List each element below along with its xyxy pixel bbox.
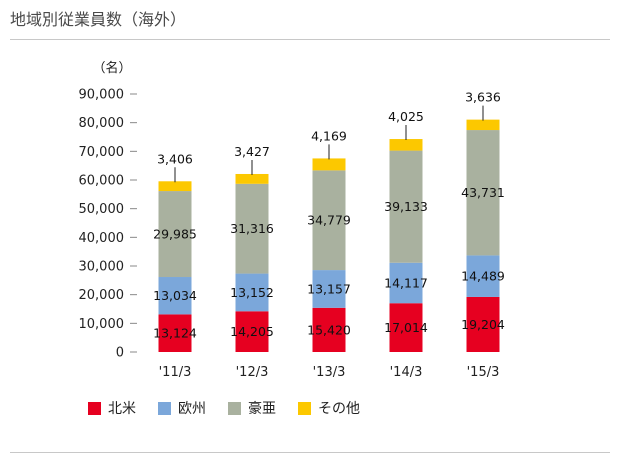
bar-segment [312, 158, 346, 171]
data-label: 39,133 [384, 199, 428, 214]
data-label: 3,427 [234, 144, 270, 159]
y-tick-label: 20,000 [79, 288, 125, 303]
data-label: 4,169 [311, 128, 347, 143]
y-tick-label: 50,000 [79, 202, 125, 217]
bar-segment [158, 277, 192, 315]
legend-item-asia-pacific: 豪亜 [228, 398, 276, 418]
y-tick-label: 10,000 [79, 317, 125, 332]
bar-segment [389, 303, 423, 352]
footer-divider [10, 452, 610, 453]
legend-label-north-america: 北米 [108, 401, 136, 417]
data-label: 13,157 [307, 281, 351, 296]
bar-segment [158, 314, 192, 352]
bar-segment [235, 183, 269, 274]
data-label: 13,124 [153, 326, 197, 341]
legend-swatch-asia-pacific [228, 401, 241, 415]
title-divider [10, 39, 610, 40]
y-tick-label: 80,000 [79, 116, 125, 131]
x-category-label: '13/3 [313, 365, 346, 380]
legend-item-north-america: 北米 [88, 398, 136, 418]
y-tick-label: 0 [116, 346, 124, 361]
data-label: 3,406 [157, 151, 193, 166]
legend-label-asia-pacific: 豪亜 [248, 401, 276, 417]
data-label: 43,731 [461, 185, 505, 200]
y-tick-label: 30,000 [79, 260, 125, 275]
data-label: 31,316 [230, 221, 274, 236]
data-label: 14,489 [461, 269, 505, 284]
legend-item-europe: 欧州 [158, 398, 206, 418]
page-title: 地域別従業員数（海外） [10, 10, 187, 29]
x-category-label: '12/3 [236, 365, 269, 380]
data-label: 34,779 [307, 213, 351, 228]
bar-segment [312, 270, 346, 308]
bar-segment [466, 130, 500, 256]
data-label: 17,014 [384, 320, 428, 335]
legend-swatch-north-america [88, 401, 101, 415]
x-category-label: '11/3 [159, 365, 192, 380]
data-label: 4,025 [388, 109, 424, 124]
legend-label-other: その他 [318, 401, 360, 417]
data-label: 29,985 [153, 227, 197, 242]
y-tick-label: 40,000 [79, 231, 125, 246]
data-label: 13,152 [230, 285, 274, 300]
x-category-label: '14/3 [390, 365, 423, 380]
bar-segment [158, 191, 192, 278]
data-label: 3,636 [465, 90, 501, 105]
bar-segment [312, 170, 346, 271]
bar-segment [235, 311, 269, 352]
data-label: 14,205 [230, 324, 274, 339]
y-tick-label: 60,000 [79, 174, 125, 189]
bar-segment [389, 262, 423, 304]
data-label: 13,034 [153, 288, 197, 303]
data-label: 14,117 [384, 275, 428, 290]
bar-segment [389, 150, 423, 263]
bar-segment [235, 273, 269, 312]
bar-segment [466, 119, 500, 131]
bar-segment [158, 181, 192, 192]
data-label: 19,204 [461, 317, 505, 332]
legend-label-europe: 欧州 [178, 401, 206, 417]
legend-swatch-other [298, 401, 311, 415]
x-category-label: '15/3 [467, 365, 500, 380]
y-axis-unit-label: （名） [92, 60, 131, 76]
legend-item-other: その他 [298, 398, 360, 418]
bar-segment [466, 255, 500, 297]
bar-segment [235, 173, 269, 184]
data-label: 15,420 [307, 322, 351, 337]
bar-segment [312, 307, 346, 352]
legend-swatch-europe [158, 401, 171, 415]
bar-segment [466, 296, 500, 352]
y-tick-label: 90,000 [79, 88, 125, 103]
chart-legend: 北米 欧州 豪亜 その他 [88, 398, 360, 418]
y-tick-label: 70,000 [79, 145, 125, 160]
bar-segment [389, 139, 423, 151]
